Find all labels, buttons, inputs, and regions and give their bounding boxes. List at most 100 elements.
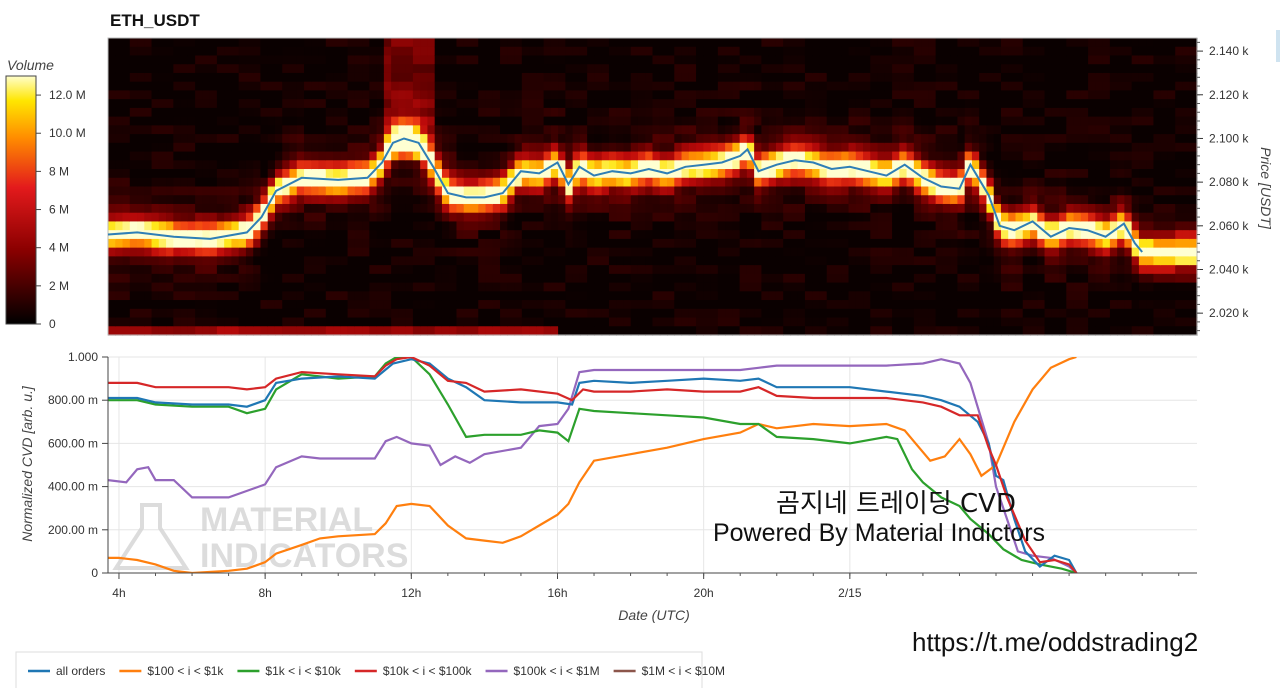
heatmap-cell <box>877 116 886 126</box>
heatmap-cell <box>884 195 893 205</box>
heatmap-cell <box>761 186 770 196</box>
heatmap-cell <box>855 90 864 100</box>
heatmap-cell <box>964 282 973 292</box>
heatmap-cell <box>369 90 378 100</box>
heatmap-cell <box>543 142 552 153</box>
heatmap-cell <box>688 317 697 327</box>
heatmap-cell <box>115 72 124 83</box>
heatmap-cell <box>725 72 733 83</box>
heatmap-cell <box>1146 273 1155 284</box>
heatmap-cell <box>151 317 160 327</box>
heatmap-cell <box>703 177 712 188</box>
heatmap-cell <box>412 107 421 118</box>
heatmap-cell <box>1051 151 1060 161</box>
heatmap-cell <box>151 221 160 231</box>
heatmap-cell <box>471 142 479 153</box>
heatmap-cell <box>1073 81 1082 92</box>
heatmap-cell <box>514 247 523 257</box>
heatmap-cell <box>688 326 697 336</box>
heatmap-cell <box>790 64 799 74</box>
heatmap-cell <box>1095 273 1104 284</box>
heatmap-cell <box>231 238 240 249</box>
heatmap-cell <box>289 72 298 83</box>
heatmap-cell <box>180 46 189 57</box>
heatmap-cell <box>986 247 995 257</box>
heatmap-cell <box>565 38 574 48</box>
heatmap-cell <box>957 107 966 118</box>
heatmap-cell <box>993 169 1002 179</box>
heatmap-cell <box>746 203 755 214</box>
heatmap-cell <box>1146 116 1155 126</box>
heatmap-cell <box>979 282 988 292</box>
heatmap-cell <box>761 326 770 336</box>
heatmap-cell <box>892 64 900 74</box>
heatmap-cell <box>398 99 407 109</box>
heatmap-cell <box>667 90 675 100</box>
heatmap-cell <box>195 308 203 319</box>
heatmap-cell <box>732 221 741 231</box>
heatmap-cell <box>935 116 944 126</box>
heatmap-cell <box>855 186 864 196</box>
heatmap-cell <box>979 195 988 205</box>
heatmap-cell <box>652 186 661 196</box>
heatmap-cell <box>826 291 835 301</box>
heatmap-cell <box>899 55 908 65</box>
heatmap-cell <box>514 195 523 205</box>
heatmap-cell <box>1008 134 1017 144</box>
heatmap-cell <box>289 291 298 301</box>
heatmap-cell <box>819 308 828 319</box>
heatmap-cell <box>558 107 566 118</box>
heatmap-cell <box>616 116 625 126</box>
heatmap-cell <box>245 212 254 223</box>
heatmap-cell <box>1131 134 1140 144</box>
heatmap-cell <box>667 230 675 240</box>
heatmap-cell <box>1015 265 1024 275</box>
heatmap-cell <box>761 177 770 188</box>
heatmap-cell <box>906 282 915 292</box>
heatmap-cell <box>536 230 545 240</box>
heatmap-cell <box>1138 230 1147 240</box>
heatmap-cell <box>819 265 828 275</box>
heatmap-cell <box>1153 81 1162 92</box>
heatmap-cell <box>1117 300 1125 310</box>
heatmap-cell <box>369 291 378 301</box>
heatmap-cell <box>267 64 276 74</box>
heatmap-cell <box>1102 81 1111 92</box>
heatmap-cell <box>115 273 124 284</box>
heatmap-cell <box>449 230 458 240</box>
heatmap-cell <box>645 169 654 179</box>
heatmap-cell <box>652 247 661 257</box>
heatmap-cell <box>158 90 167 100</box>
heatmap-cell <box>543 90 552 100</box>
heatmap-cell <box>942 72 951 83</box>
heatmap-cell <box>819 238 828 249</box>
heatmap-cell <box>739 212 748 223</box>
heatmap-cell <box>877 308 886 319</box>
heatmap-cell <box>681 134 690 144</box>
heatmap-cell <box>884 308 893 319</box>
heatmap-cell <box>645 99 654 109</box>
heatmap-cell <box>543 203 552 214</box>
heatmap-cell <box>492 230 501 240</box>
heatmap-cell <box>514 273 523 284</box>
heatmap-cell <box>441 160 450 170</box>
heatmap-cell <box>688 72 697 83</box>
heatmap-cell <box>892 107 900 118</box>
heatmap-cell <box>645 64 654 74</box>
heatmap-cell <box>884 230 893 240</box>
heatmap-cell <box>340 81 349 92</box>
heatmap-cell <box>783 308 792 319</box>
heatmap-cell <box>739 273 748 284</box>
heatmap-cell <box>594 134 603 144</box>
heatmap-cell <box>870 326 879 336</box>
heatmap-cell <box>311 116 320 126</box>
heatmap-cell <box>391 273 399 284</box>
heatmap-cell <box>667 151 675 161</box>
heatmap-cell <box>260 247 269 257</box>
heatmap-cell <box>543 300 552 310</box>
heatmap-cell <box>688 221 697 231</box>
heatmap-cell <box>1117 38 1125 48</box>
heatmap-cell <box>826 142 835 153</box>
heatmap-cell <box>1051 55 1060 65</box>
heatmap-cell <box>267 99 276 109</box>
